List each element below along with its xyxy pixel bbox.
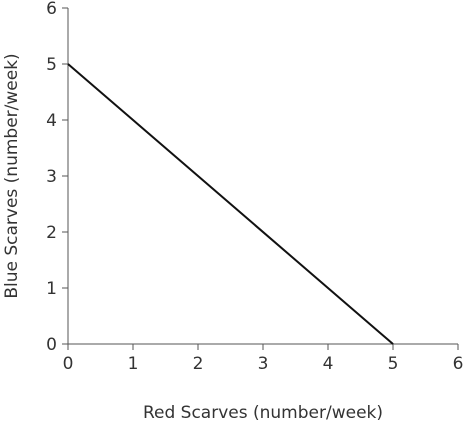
x-tick-label: 1 <box>128 354 139 374</box>
x-tick-label: 0 <box>63 354 74 374</box>
y-tick-label: 5 <box>46 55 57 75</box>
series <box>67 63 394 345</box>
y-axis-title: Blue Scarves (number/week) <box>2 53 22 298</box>
y-tick-label: 2 <box>46 223 57 243</box>
y-tick-label: 3 <box>46 167 57 187</box>
x-ticks: 0 1 2 3 4 5 6 <box>63 344 464 374</box>
y-tick-label: 0 <box>46 335 57 355</box>
x-tick-label: 6 <box>453 354 464 374</box>
series-line <box>67 63 394 345</box>
x-tick-label: 5 <box>388 354 399 374</box>
x-tick-label: 2 <box>193 354 204 374</box>
y-tick-label: 4 <box>46 111 57 131</box>
y-tick-label: 1 <box>46 279 57 299</box>
x-tick-label: 4 <box>323 354 334 374</box>
x-tick-label: 3 <box>258 354 269 374</box>
y-ticks: 0 1 2 3 4 5 6 <box>46 0 68 355</box>
y-tick-label: 6 <box>46 0 57 19</box>
axes <box>67 8 458 345</box>
x-axis-title: Red Scarves (number/week) <box>143 403 383 423</box>
